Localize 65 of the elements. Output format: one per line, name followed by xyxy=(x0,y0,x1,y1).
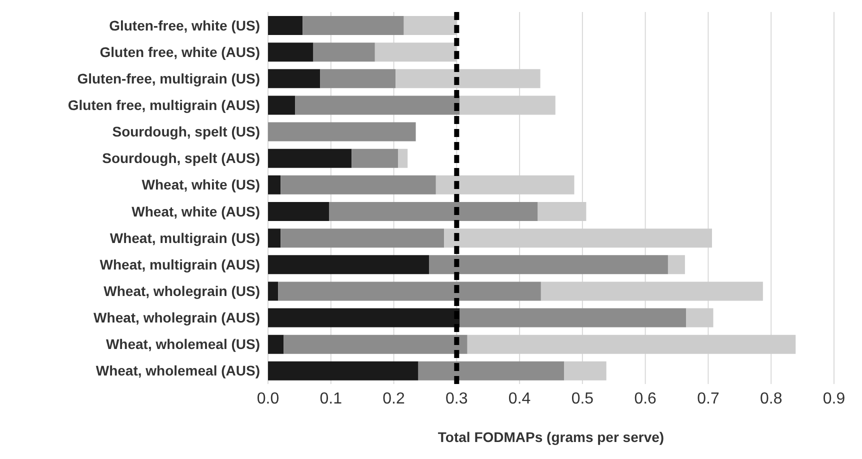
bar xyxy=(268,202,329,221)
y-tick-label: Gluten-free, multigrain (US) xyxy=(77,70,260,86)
bar xyxy=(460,96,556,115)
bar xyxy=(268,148,352,168)
bar xyxy=(538,202,586,221)
bar xyxy=(268,42,314,62)
bar xyxy=(313,42,375,62)
y-tick-label: Wheat, wholemeal (AUS) xyxy=(96,362,260,379)
bar xyxy=(540,282,763,301)
x-tick-label: 0.4 xyxy=(508,390,531,408)
x-tick-label: 0.5 xyxy=(571,390,594,408)
x-tick-label: 0.9 xyxy=(822,390,846,408)
bar xyxy=(396,69,540,88)
bar xyxy=(268,334,284,354)
bar xyxy=(280,175,436,194)
x-axis-title: Total FODMAPs (grams per serve) xyxy=(438,429,664,445)
bar xyxy=(460,308,686,328)
bar xyxy=(352,148,398,168)
x-tick-label: 0.0 xyxy=(256,390,280,408)
x-tick-label: 0.8 xyxy=(760,390,782,408)
y-tick-label: Wheat, multigrain (AUS) xyxy=(100,256,260,272)
x-tick-label: 0.1 xyxy=(320,390,342,408)
bar xyxy=(436,175,574,194)
bar xyxy=(268,361,418,380)
bar xyxy=(284,334,468,354)
bar xyxy=(268,96,296,115)
y-tick-label: Sourdough, spelt (US) xyxy=(112,124,260,140)
bar xyxy=(467,334,796,354)
bar xyxy=(320,69,396,88)
x-tick-label: 0.2 xyxy=(382,390,405,408)
x-tick-label: 0.7 xyxy=(697,390,720,408)
bar xyxy=(268,308,460,328)
bar xyxy=(444,228,712,248)
bar xyxy=(668,255,685,274)
y-tick-label: Wheat, white (AUS) xyxy=(132,203,260,220)
y-tick-label: Gluten free, multigrain (AUS) xyxy=(68,96,260,113)
bar xyxy=(268,282,278,301)
bar xyxy=(302,16,404,35)
bar xyxy=(329,202,538,221)
bar xyxy=(268,69,320,88)
y-tick-label: Wheat, white (US) xyxy=(142,176,260,193)
bar xyxy=(268,175,281,194)
bar xyxy=(268,16,303,35)
y-tick-label: Gluten free, white (AUS) xyxy=(100,44,260,60)
bar xyxy=(280,228,444,248)
bar xyxy=(398,148,408,168)
bar xyxy=(295,96,460,115)
y-tick-label: Sourdough, spelt (AUS) xyxy=(102,150,260,166)
bar xyxy=(268,255,429,274)
bar xyxy=(268,228,281,248)
x-tick-label: 0.3 xyxy=(446,390,468,408)
bar xyxy=(686,308,714,328)
y-tick-label: Wheat, wholemeal (US) xyxy=(106,336,260,352)
bar xyxy=(278,282,541,301)
bar xyxy=(404,16,457,35)
bar xyxy=(268,122,416,142)
bar xyxy=(428,255,668,274)
y-tick-label: Wheat, wholegrain (AUS) xyxy=(94,310,260,326)
x-tick-label: 0.6 xyxy=(634,390,657,408)
y-tick-label: Wheat, wholegrain (US) xyxy=(104,282,260,299)
y-tick-label: Wheat, multigrain (US) xyxy=(110,230,260,246)
bar xyxy=(564,361,606,380)
y-tick-label: Gluten-free, white (US) xyxy=(109,17,260,34)
bar xyxy=(418,361,564,380)
bar xyxy=(374,42,457,62)
